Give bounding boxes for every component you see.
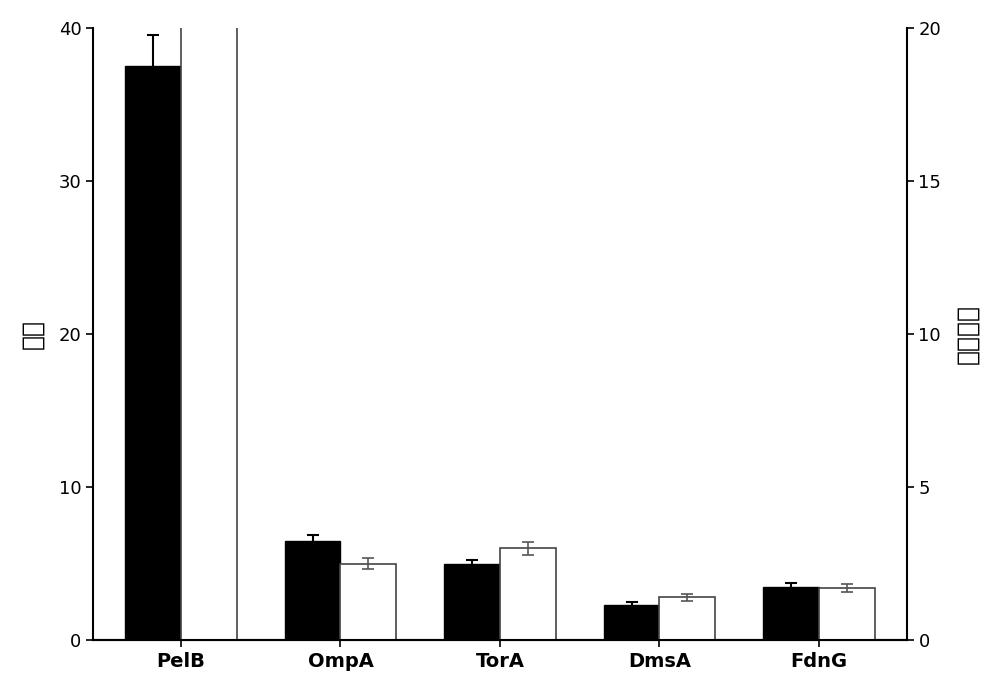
- Bar: [125, 66, 181, 640]
- Bar: [659, 597, 715, 640]
- Bar: [763, 587, 819, 640]
- Bar: [604, 605, 659, 640]
- Y-axis label: 酶活: 酶活: [21, 319, 45, 349]
- Bar: [285, 541, 340, 640]
- Bar: [444, 564, 500, 640]
- Y-axis label: 物质的量: 物质的量: [955, 304, 979, 364]
- Bar: [500, 549, 556, 640]
- Bar: [181, 0, 237, 640]
- Bar: [340, 564, 396, 640]
- Bar: [819, 588, 875, 640]
